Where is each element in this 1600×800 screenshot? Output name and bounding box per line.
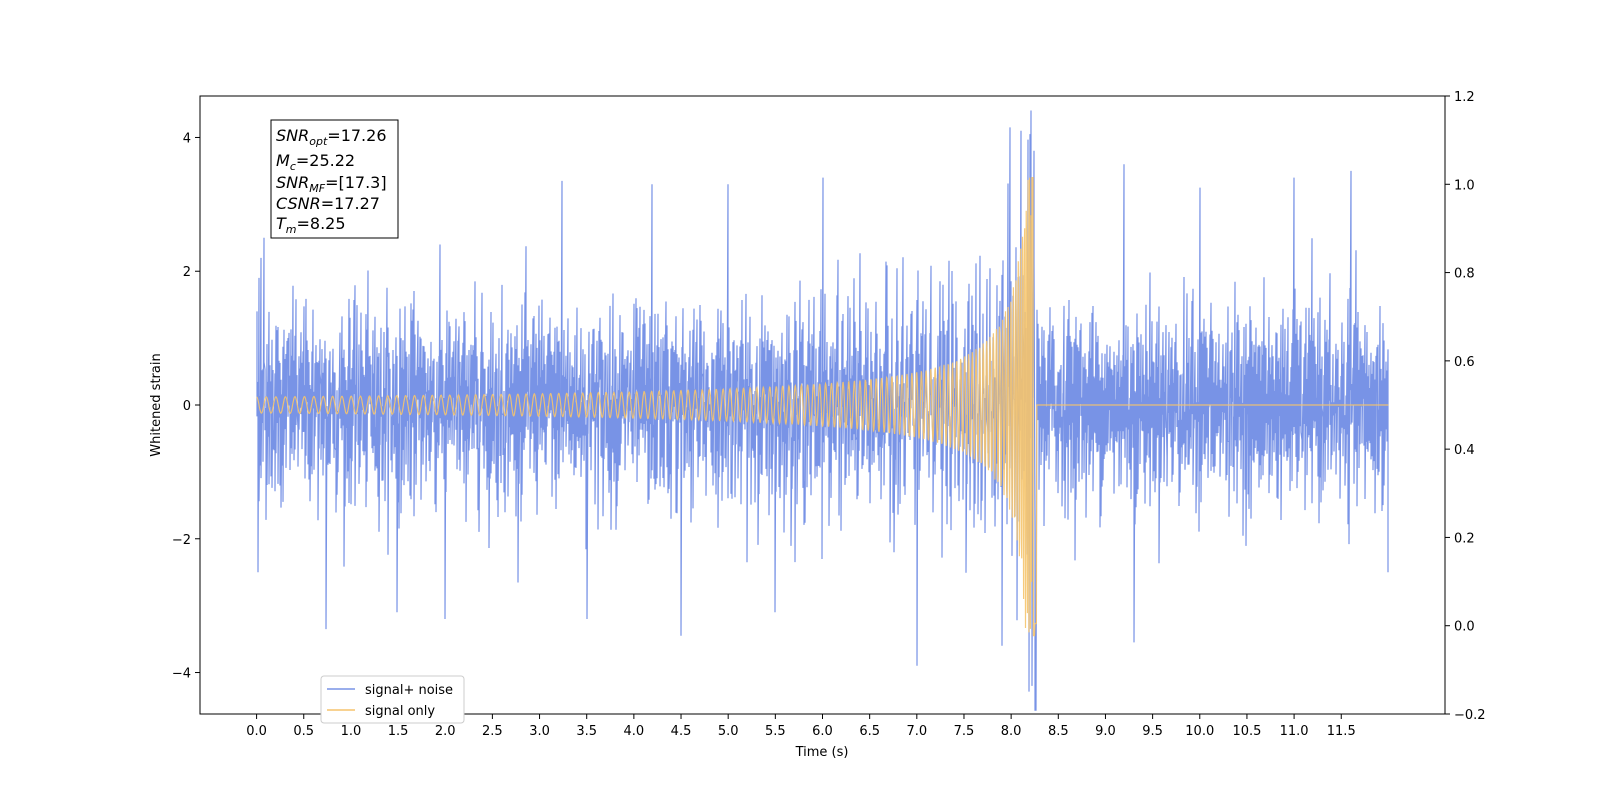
x-tick-label-5: 2.5	[482, 724, 503, 739]
x-tick-label-21: 10.5	[1232, 724, 1261, 739]
snr-opt-annotation: SNRopt=17.26	[276, 126, 387, 148]
x-tick-label-15: 7.5	[954, 724, 975, 739]
x-tick-label-7: 3.5	[576, 724, 597, 739]
x-tick-label-1: 0.5	[293, 724, 314, 739]
x-tick-label-20: 10.0	[1185, 724, 1214, 739]
y-tick-label-0: −4	[172, 667, 191, 682]
merger-time-annotation: Tm=8.25	[276, 214, 346, 236]
legend: signal+ noise signal only	[320, 675, 465, 724]
y-axis-left: −4 −2 0 2 4	[172, 131, 200, 682]
series-signal-plus-noise	[256, 110, 1389, 711]
snr-mf-annotation: SNRMF=[17.3]	[276, 173, 387, 195]
legend-label-signal-plus-noise: signal+ noise	[365, 683, 453, 698]
x-tick-label-4: 2.0	[435, 724, 456, 739]
y-tick-label-4: 4	[183, 131, 191, 146]
y2-tick-label-1: 0.0	[1454, 620, 1475, 635]
line-signal-plus-noise	[256, 110, 1389, 711]
csnr-annotation: CSNR=17.27	[276, 194, 380, 213]
x-tick-label-17: 8.5	[1048, 724, 1069, 739]
x-tick-label-23: 11.5	[1327, 724, 1356, 739]
x-tick-label-18: 9.0	[1095, 724, 1116, 739]
legend-label-signal-only: signal only	[365, 704, 435, 719]
y-axis-label: Whitened strain	[149, 353, 164, 456]
x-tick-label-16: 8.0	[1001, 724, 1022, 739]
y2-tick-label-3: 0.4	[1454, 443, 1475, 458]
x-tick-label-12: 6.0	[812, 724, 833, 739]
x-tick-label-10: 5.0	[718, 724, 739, 739]
x-tick-label-13: 6.5	[859, 724, 880, 739]
y-tick-label-1: −2	[172, 533, 191, 548]
chirp-mass-annotation: Mc=25.22	[276, 151, 355, 173]
y2-tick-label-0: −0.2	[1454, 708, 1486, 723]
series-signal-only	[256, 177, 1389, 637]
y2-tick-label-2: 0.2	[1454, 531, 1475, 546]
line-signal-only	[256, 177, 1389, 637]
x-tick-label-22: 11.0	[1280, 724, 1309, 739]
y2-tick-label-7: 1.2	[1454, 90, 1475, 105]
x-tick-label-11: 5.5	[765, 724, 786, 739]
x-tick-label-6: 3.0	[529, 724, 550, 739]
x-tick-label-8: 4.0	[624, 724, 645, 739]
y2-tick-label-4: 0.6	[1454, 355, 1475, 370]
y-tick-label-2: 0	[183, 399, 191, 414]
x-axis: 0.0 0.5 1.0 1.5 2.0 2.5 3.0 3.5 4.0 4.5 5.0 5.5 6.0 6…	[246, 714, 1356, 739]
y2-tick-label-5: 0.8	[1454, 267, 1475, 282]
x-tick-label-2: 1.0	[341, 724, 362, 739]
x-tick-label-14: 7.0	[906, 724, 927, 739]
y-axis-right: −0.2 0.0 0.2 0.4 0.6 0.8 1.0 1.2	[1445, 90, 1486, 723]
x-tick-label-19: 9.5	[1142, 724, 1163, 739]
x-axis-label: Time (s)	[795, 745, 849, 760]
x-tick-label-0: 0.0	[246, 724, 267, 739]
y2-tick-label-6: 1.0	[1454, 178, 1475, 193]
stats-annotation-box: SNRopt=17.26 Mc=25.22 SNRMF=[17.3] CSNR=…	[270, 119, 399, 239]
x-tick-label-9: 4.5	[671, 724, 692, 739]
x-tick-label-3: 1.5	[388, 724, 409, 739]
y-tick-label-3: 2	[183, 265, 191, 280]
